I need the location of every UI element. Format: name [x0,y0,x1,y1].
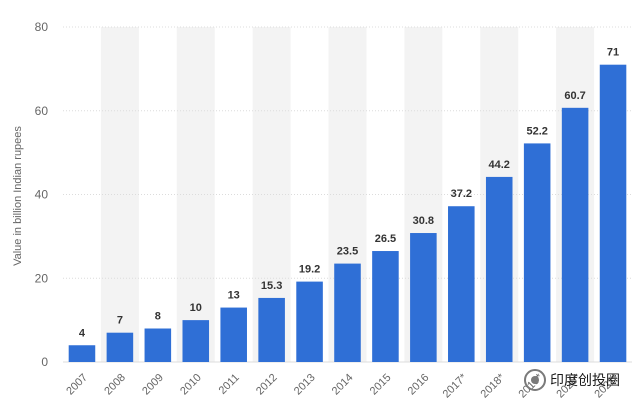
data-label: 15.3 [261,280,282,292]
x-tick-label: 2016 [406,372,432,398]
x-tick-label: 2010 [178,372,204,398]
x-tick-label: 2017* [441,371,470,400]
data-label: 10 [190,302,202,314]
x-tick-label: 2015 [368,372,394,398]
data-label: 13 [228,290,240,302]
data-label: 71 [607,47,619,59]
y-axis-ticks: 0 20 40 60 80 [35,20,49,369]
x-tick-label: 2014 [330,372,356,398]
data-label: 19.2 [299,264,320,276]
bar [296,281,323,362]
column-band [100,27,139,362]
bar [448,206,475,362]
y-axis-label: Value in billion Indian rupees [12,126,24,266]
data-label: 4 [79,327,86,339]
bar [410,233,437,362]
x-tick-label: 2013 [292,372,318,398]
bar [220,307,247,362]
data-label: 30.8 [413,215,434,227]
data-label: 52.2 [526,125,547,137]
bar [599,64,627,362]
y-tick-label: 60 [35,104,49,118]
y-tick-label: 20 [35,271,49,285]
data-label: 7 [117,315,123,327]
bar [144,328,172,362]
data-label: 26.5 [375,233,396,245]
x-tick-label: 2009 [140,372,166,398]
x-tick-label: 2012 [254,372,280,398]
data-labels: 4 7 8 10 13 15.3 19.2 23.5 26.5 30.8 37.2 44.2 52.2 6… [79,47,619,340]
wechat-logo-icon [524,369,546,391]
bars [68,64,627,362]
bar [523,143,551,362]
x-tick-label: 2011 [217,372,242,397]
x-tick-label: 2007 [64,372,90,398]
y-tick-label: 0 [41,355,48,369]
bar [258,297,285,362]
bar [334,263,361,362]
bar [561,107,589,362]
bar [485,176,513,362]
data-label: 37.2 [451,188,472,200]
y-tick-label: 40 [35,188,49,202]
y-tick-label: 80 [35,20,49,34]
x-tick-label: 2008 [102,372,128,398]
bar [182,320,210,362]
watermark-text: 印度创投圈 [550,373,620,389]
bar [372,251,399,362]
watermark: 印度创投圈 [524,369,620,391]
x-tick-label: 2018* [479,371,508,400]
data-label: 44.2 [489,159,510,171]
bar [106,332,134,362]
data-label: 8 [155,311,161,323]
data-label: 60.7 [564,90,585,102]
data-label: 23.5 [337,246,358,258]
bar [68,345,96,362]
